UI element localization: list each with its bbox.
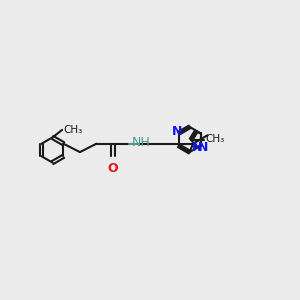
Text: CH₃: CH₃ (205, 134, 224, 145)
Text: N: N (192, 141, 202, 154)
Text: NH: NH (132, 136, 151, 149)
Text: O: O (107, 162, 118, 175)
Text: N: N (172, 125, 182, 138)
Text: N: N (198, 141, 209, 154)
Text: CH₃: CH₃ (64, 125, 83, 135)
